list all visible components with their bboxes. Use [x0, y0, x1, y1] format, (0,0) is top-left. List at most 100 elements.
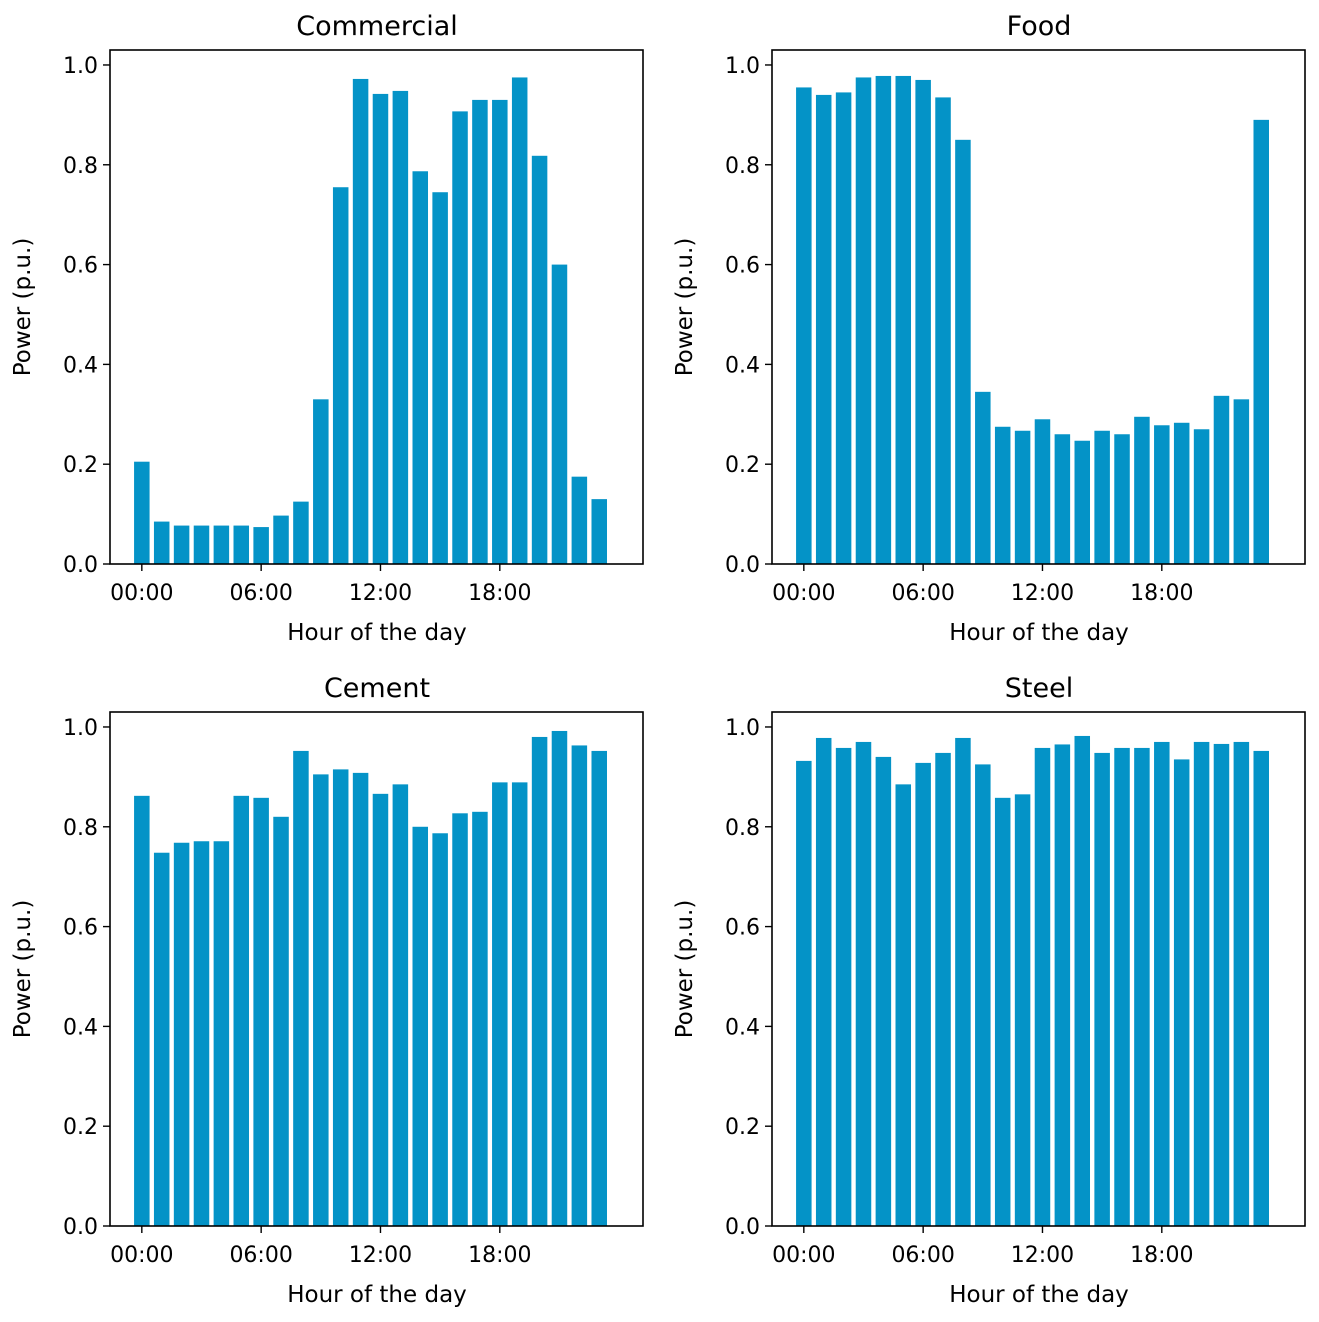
y-tick-label: 0.4 [63, 353, 98, 378]
x-axis-label: Hour of the day [949, 1282, 1129, 1308]
y-axis-label: Power (p.u.) [672, 900, 698, 1039]
bar-hour-11 [352, 78, 369, 564]
x-tick-label: 06:00 [891, 1243, 954, 1268]
y-tick-label: 0.2 [725, 453, 760, 478]
bar-hour-10 [994, 426, 1011, 564]
bar-hour-4 [875, 75, 892, 564]
bar-hour-22 [571, 476, 588, 564]
bar-hour-18 [492, 99, 508, 564]
bar-hour-8 [293, 750, 309, 1226]
bar-hour-12 [1034, 747, 1051, 1226]
bar-hour-21 [1213, 743, 1230, 1226]
bar-hour-15 [1094, 430, 1110, 564]
x-tick-label: 18:00 [1130, 581, 1193, 606]
y-tick-label: 0.6 [63, 916, 98, 941]
bar-hour-6 [915, 79, 931, 565]
bar-hour-8 [293, 501, 309, 564]
bar-hour-23 [1253, 750, 1270, 1226]
bar-hour-22 [571, 745, 588, 1226]
bar-hour-22 [1233, 741, 1250, 1226]
bar-hour-15 [432, 833, 448, 1226]
y-tick-label: 0.4 [63, 1015, 98, 1040]
bar-hour-23 [591, 499, 608, 564]
bar-hour-13 [1054, 744, 1071, 1226]
bar-hour-20 [531, 736, 548, 1226]
x-axis-label: Hour of the day [287, 1282, 467, 1308]
bar-hour-15 [1094, 752, 1110, 1226]
bar-hour-21 [551, 730, 568, 1226]
y-tick-label: 0.8 [63, 816, 98, 841]
bar-hour-23 [591, 750, 608, 1226]
bar-hour-2 [835, 92, 852, 564]
y-tick-label: 0.6 [63, 254, 98, 279]
y-tick-label: 0.0 [725, 1215, 760, 1240]
bar-hour-14 [1074, 735, 1091, 1226]
y-tick-label: 0.8 [725, 816, 760, 841]
bar-hour-2 [173, 842, 190, 1226]
bar-hour-17 [1134, 416, 1150, 564]
y-axis-label: Power (p.u.) [10, 238, 36, 377]
y-axis-label: Power (p.u.) [10, 900, 36, 1039]
x-tick-label: 12:00 [349, 581, 412, 606]
y-tick-label: 0.4 [725, 1015, 760, 1040]
bar-hour-9 [975, 391, 991, 564]
x-tick-label: 12:00 [349, 1243, 412, 1268]
plot-frame [771, 711, 1306, 1227]
bar-hour-10 [332, 769, 349, 1226]
y-tick-label: 1.0 [725, 716, 760, 741]
bar-hour-20 [531, 155, 548, 564]
chart-steel: Steel 0.0 0.2 0.4 0.6 0.8 1.0 00:00 06:00 12:00… [662, 662, 1319, 1322]
y-tick-label: 0.2 [725, 1115, 760, 1140]
bar-hour-16 [1114, 434, 1130, 564]
bar-hour-12 [1034, 419, 1051, 564]
bar-hour-7 [935, 752, 951, 1226]
chart-title: Food [1007, 11, 1072, 42]
bar-hour-2 [835, 747, 852, 1226]
x-tick-label: 00:00 [772, 581, 835, 606]
bar-hour-1 [815, 737, 832, 1226]
bar-hour-3 [193, 841, 210, 1226]
x-tick-label: 00:00 [110, 1243, 173, 1268]
bar-hour-22 [1233, 399, 1250, 564]
x-tick-label: 12:00 [1011, 581, 1074, 606]
bar-hour-0 [134, 461, 150, 564]
y-tick-label: 1.0 [63, 716, 98, 741]
chart-cement: Cement 0.0 0.2 0.4 0.6 0.8 1.0 00:00 06:00 12:0… [0, 662, 660, 1322]
y-tick-label: 0.0 [63, 553, 98, 578]
bar-hour-0 [796, 87, 812, 564]
x-tick-label: 18:00 [468, 1243, 531, 1268]
bar-hour-5 [233, 795, 250, 1226]
bar-hour-4 [213, 841, 230, 1226]
chart-commercial: Commercial 0.0 0.2 0.4 0.6 0.8 1.0 00:00 06:00… [0, 0, 660, 660]
bar-hour-21 [1213, 395, 1230, 564]
bar-hour-21 [551, 264, 568, 564]
bar-hour-19 [511, 782, 528, 1226]
bar-hour-12 [372, 93, 389, 565]
bar-hour-5 [895, 784, 912, 1226]
bar-hour-6 [915, 762, 931, 1226]
bar-hour-16 [1114, 747, 1130, 1226]
bar-hour-11 [1014, 430, 1031, 564]
chart-title: Steel [1005, 673, 1073, 704]
bar-hour-14 [412, 171, 429, 564]
bar-hour-10 [332, 187, 349, 564]
bar-hour-2 [173, 525, 190, 564]
bar-hour-8 [955, 139, 971, 564]
bar-hour-3 [193, 525, 210, 564]
bar-hour-20 [1193, 429, 1210, 564]
plot-frame [771, 49, 1306, 565]
bar-hour-14 [1074, 440, 1091, 564]
x-axis-label: Hour of the day [287, 620, 467, 646]
bar-hour-1 [153, 852, 170, 1226]
bar-hour-0 [796, 760, 812, 1226]
y-tick-label: 1.0 [725, 54, 760, 79]
y-tick-label: 0.2 [63, 453, 98, 478]
x-tick-label: 06:00 [891, 581, 954, 606]
bar-hour-20 [1193, 741, 1210, 1226]
bar-hour-11 [1014, 794, 1031, 1226]
bar-hour-18 [1154, 741, 1170, 1226]
x-tick-label: 06:00 [229, 581, 292, 606]
y-tick-label: 0.4 [725, 353, 760, 378]
y-tick-label: 0.0 [63, 1215, 98, 1240]
y-tick-label: 0.0 [725, 553, 760, 578]
